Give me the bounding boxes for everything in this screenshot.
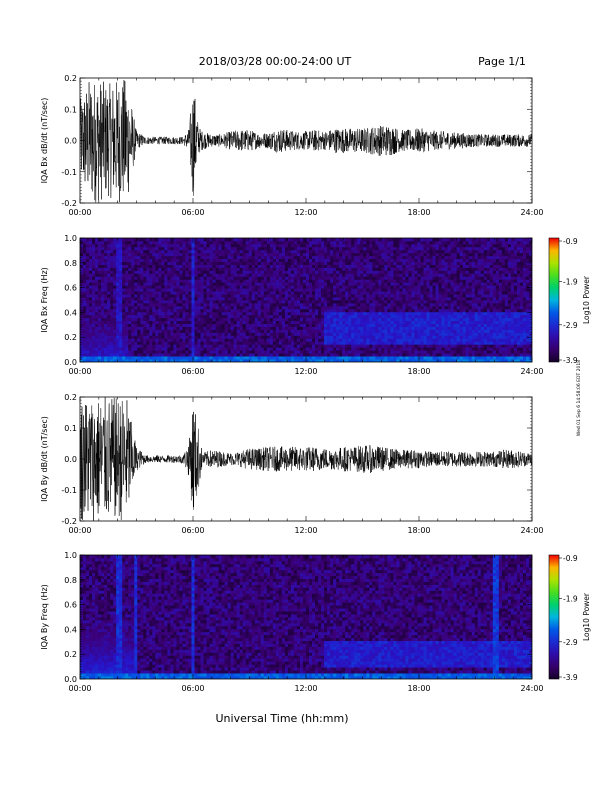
waveform-trace — [80, 80, 532, 203]
y-tick-label: 0.2 — [64, 393, 77, 402]
y-tick-label: 1.0 — [64, 551, 77, 560]
y-tick-label: 0.2 — [64, 333, 77, 342]
page-indicator: Page 1/1 — [478, 55, 526, 68]
y-tick-label: 0.6 — [64, 601, 77, 610]
y-tick-label: 0.4 — [64, 625, 77, 634]
x-tick-label: 06:00 — [181, 526, 204, 535]
y-axis-title: IQA Bx Freq (Hz) — [40, 267, 49, 333]
y-tick-label: 0.6 — [64, 284, 77, 293]
colorbar-tick-label: -2.9 — [563, 638, 578, 647]
spectrogram-image — [80, 555, 532, 679]
y-axis-title: IQA Bx dB/dt (nT/sec) — [40, 98, 49, 184]
y-tick-label: 0.1 — [64, 105, 77, 114]
x-tick-label: 18:00 — [407, 526, 430, 535]
figure-title: 2018/03/28 00:00-24:00 UT — [199, 55, 352, 68]
y-tick-label: 0.2 — [64, 650, 77, 659]
waveform-trace — [80, 397, 532, 521]
waveform-line — [80, 80, 532, 203]
y-tick-label: 0.0 — [64, 358, 77, 367]
colorbar-tick-label: -2.9 — [563, 321, 578, 330]
y-tick-label: -0.1 — [61, 486, 77, 495]
y-tick-label: 0.4 — [64, 308, 77, 317]
by-spectrogram-panel: -0.9 -1.9 -2.9 -3.9 Log10 Power 00:00 06:00 12:… — [40, 551, 591, 693]
y-tick-label: 0.0 — [64, 137, 77, 146]
by-waveform-panel: 00:00 06:00 12:00 18:00 24:00 -0.2 -0.1 0.0 0.1 0… — [40, 393, 544, 535]
y-tick-label: 1.0 — [64, 234, 77, 243]
x-tick-label: 06:00 — [181, 367, 204, 376]
colorbar: -0.9 -1.9 -2.9 -3.9 Log10 Power — [548, 554, 591, 682]
colorbar-title: Log10 Power — [582, 592, 591, 641]
y-axis-title: IQA By Freq (Hz) — [40, 584, 49, 650]
y-tick-label: -0.1 — [61, 168, 77, 177]
x-tick-label: 18:00 — [407, 684, 430, 693]
y-tick-label: 0.0 — [64, 455, 77, 464]
x-tick-label: 24:00 — [520, 367, 543, 376]
colorbar-title: Log10 Power — [582, 275, 591, 324]
timestamp-note: Wed 01 Sep 6 14:58:06 EDT 2018 — [576, 360, 582, 436]
y-tick-label: 0.1 — [64, 424, 77, 433]
x-tick-label: 06:00 — [181, 684, 204, 693]
x-tick-label: 24:00 — [520, 684, 543, 693]
x-tick-label: 00:00 — [68, 684, 91, 693]
x-tick-label: 12:00 — [294, 526, 317, 535]
x-tick-label: 12:00 — [294, 367, 317, 376]
x-tick-label: 18:00 — [407, 208, 430, 217]
colorbar-tick-label: -0.9 — [563, 237, 578, 246]
y-tick-label: 0.0 — [64, 675, 77, 684]
x-tick-label: 18:00 — [407, 367, 430, 376]
x-tick-label: 12:00 — [294, 208, 317, 217]
colorbar-tick-label: -3.9 — [563, 356, 578, 365]
y-tick-label: 0.8 — [64, 576, 77, 585]
x-axis-title: Universal Time (hh:mm) — [216, 712, 349, 725]
y-tick-label: -0.2 — [61, 517, 77, 526]
x-tick-label: 00:00 — [68, 367, 91, 376]
colorbar-gradient — [548, 554, 560, 680]
colorbar-gradient — [548, 237, 560, 363]
x-tick-label: 24:00 — [520, 526, 543, 535]
colorbar: -0.9 -1.9 -2.9 -3.9 Log10 Power — [548, 237, 591, 365]
colorbar-tick-label: -0.9 — [563, 554, 578, 563]
spectrogram-image — [80, 238, 532, 362]
y-tick-label: 0.8 — [64, 259, 77, 268]
x-tick-label: 12:00 — [294, 684, 317, 693]
x-tick-label: 00:00 — [68, 208, 91, 217]
x-tick-label: 06:00 — [181, 208, 204, 217]
colorbar-tick-label: -1.9 — [563, 594, 578, 603]
bx-waveform-panel: 00:00 06:00 12:00 18:00 24:00 -0.2 -0.1 0.0 0.1 0… — [40, 74, 544, 217]
y-tick-label: -0.2 — [61, 199, 77, 208]
x-tick-label: 24:00 — [520, 208, 543, 217]
y-tick-label: 0.2 — [64, 74, 77, 83]
bx-spectrogram-panel: -0.9 -1.9 -2.9 -3.9 Log10 Power 00:00 06:00 12:… — [40, 234, 591, 376]
y-axis-title: IQA By dB/dt (nT/sec) — [40, 416, 49, 502]
x-tick-label: 00:00 — [68, 526, 91, 535]
colorbar-tick-label: -3.9 — [563, 673, 578, 682]
colorbar-tick-label: -1.9 — [563, 277, 578, 286]
waveform-line — [80, 397, 532, 521]
